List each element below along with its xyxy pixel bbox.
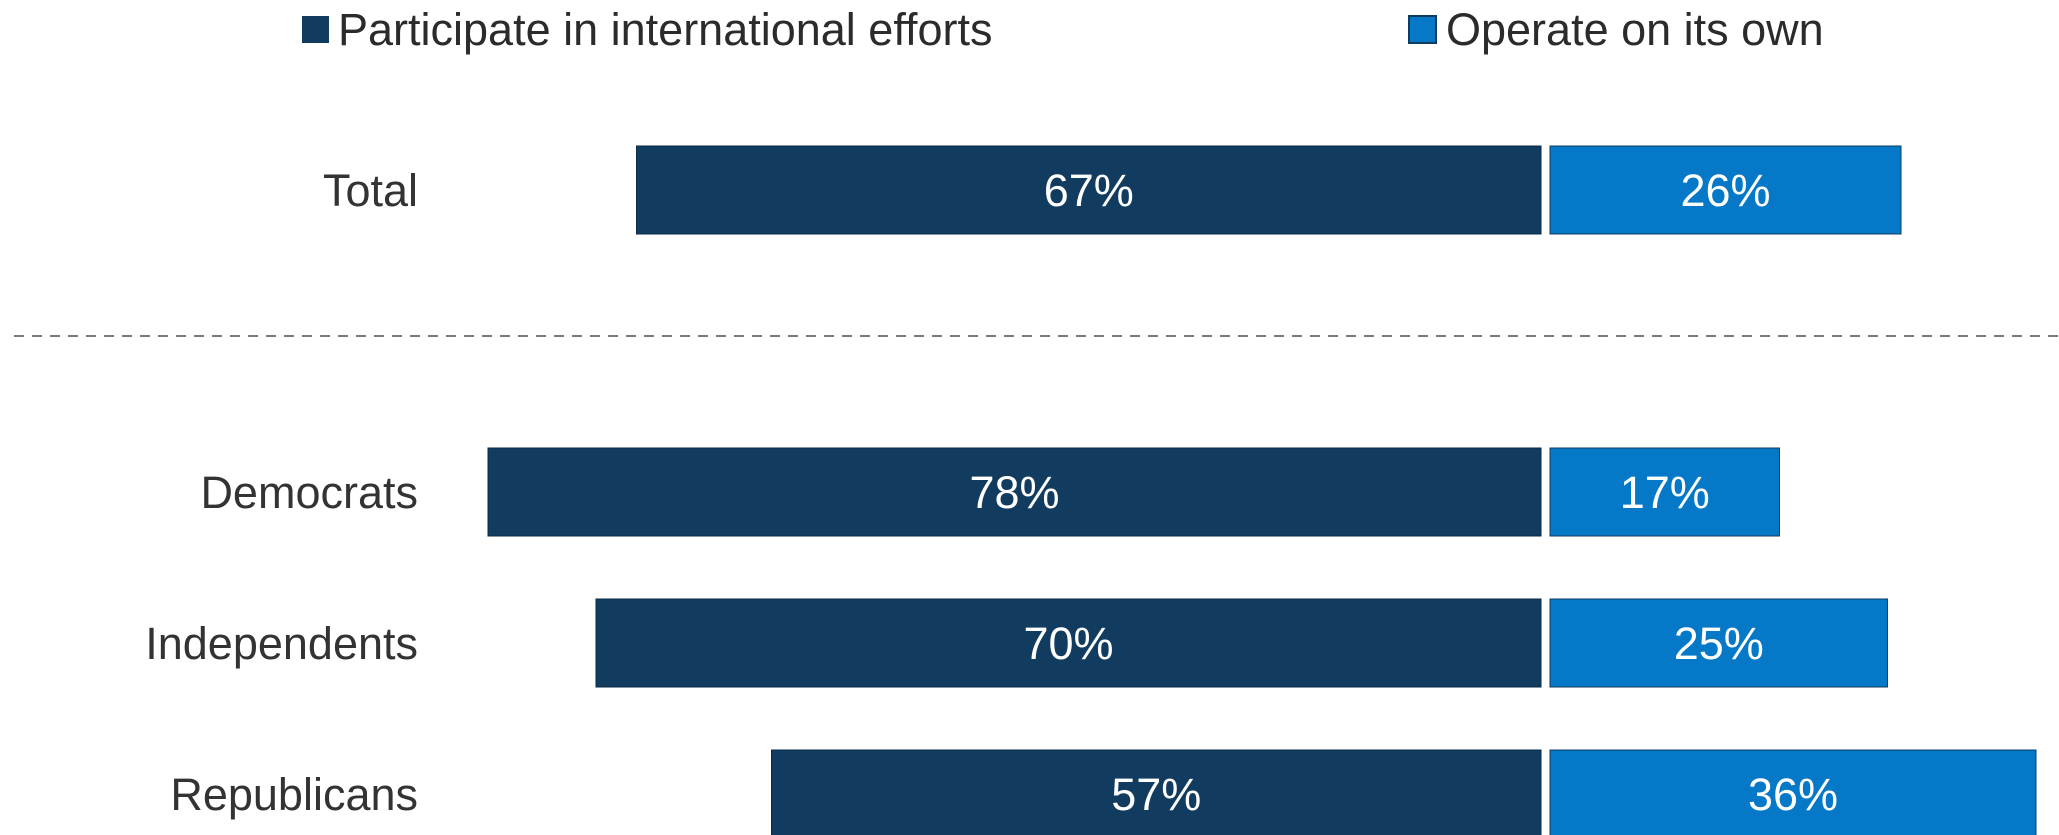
bar-participate-total xyxy=(636,145,1542,235)
legend-swatch-participate xyxy=(302,16,329,43)
bar-operate-independents xyxy=(1549,598,1888,688)
bar-operate-democrats xyxy=(1549,447,1780,537)
value-label-participate-total: 67% xyxy=(1044,165,1134,216)
category-label-independents: Independents xyxy=(145,618,418,669)
value-label-operate-total: 26% xyxy=(1680,165,1770,216)
legend-label-participate: Participate in international efforts xyxy=(338,4,993,55)
value-label-participate-republicans: 57% xyxy=(1111,769,1201,820)
bar-operate-republicans xyxy=(1549,749,2037,835)
value-label-participate-independents: 70% xyxy=(1023,618,1113,669)
category-label-total: Total xyxy=(323,165,418,216)
legend-swatch-operate xyxy=(1408,15,1437,44)
bar-participate-republicans xyxy=(771,749,1542,835)
bar-participate-independents xyxy=(595,598,1542,688)
bar-participate-democrats xyxy=(487,447,1542,537)
legend-label-operate: Operate on its own xyxy=(1446,4,1824,55)
legend: Participate in international efforts Ope… xyxy=(302,4,1824,55)
bars: Total 67% 26% Democrats 78% 17% Independents 70… xyxy=(145,145,2037,835)
category-label-democrats: Democrats xyxy=(200,467,418,518)
value-label-operate-republicans: 36% xyxy=(1748,769,1838,820)
value-label-operate-democrats: 17% xyxy=(1620,467,1710,518)
category-label-republicans: Republicans xyxy=(170,769,418,820)
bar-operate-total xyxy=(1549,145,1902,235)
value-label-operate-independents: 25% xyxy=(1674,618,1764,669)
value-label-participate-democrats: 78% xyxy=(969,467,1059,518)
